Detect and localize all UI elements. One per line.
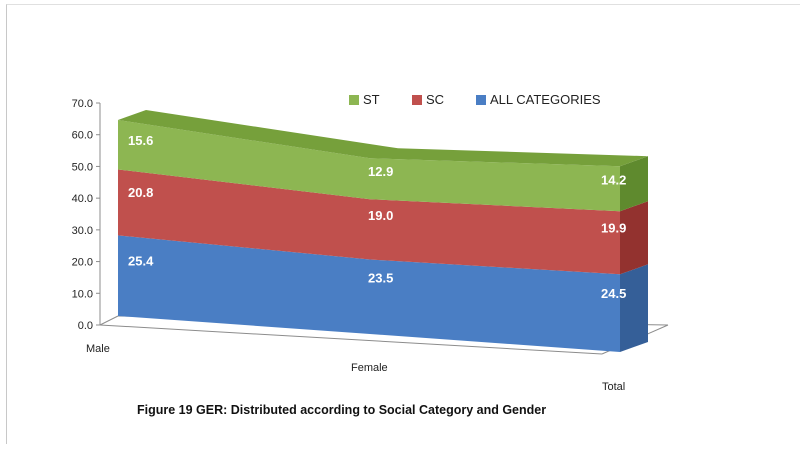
y-tick-label: 30.0 [72, 225, 93, 237]
legend-label: SC [426, 92, 444, 107]
data-label: 14.2 [601, 173, 626, 188]
area-front-sc [118, 169, 620, 275]
x-axis-line [99, 324, 603, 355]
area-side-st [620, 156, 648, 212]
data-label: 24.5 [601, 286, 626, 301]
legend-swatch [476, 95, 486, 105]
legend-label: ALL CATEGORIES [490, 92, 601, 107]
y-tick-label: 60.0 [72, 130, 93, 142]
y-tick-label: 40.0 [72, 193, 93, 205]
legend-swatch [412, 95, 422, 105]
data-label: 20.8 [128, 185, 153, 200]
area-top-st [118, 110, 648, 167]
area-side-all-categories [620, 264, 648, 352]
legend-label: ST [363, 92, 380, 107]
data-label: 15.6 [128, 133, 153, 148]
x-category-label: Male [86, 343, 110, 355]
y-tick-label: 70.0 [72, 98, 93, 110]
data-label: 19.9 [601, 220, 626, 235]
area-side-sc [620, 201, 648, 275]
x-category-label: Female [351, 362, 388, 374]
figure-caption: Figure 19 GER: Distributed according to … [137, 403, 546, 417]
y-tick-label: 50.0 [72, 161, 93, 173]
y-tick-label: 0.0 [78, 320, 93, 332]
data-label: 19.0 [368, 208, 393, 223]
floor-left-edge [99, 315, 119, 326]
data-label: 25.4 [128, 253, 154, 268]
area-front-st [118, 120, 620, 212]
x-category-label: Total [602, 381, 625, 393]
chart-frame [6, 4, 800, 444]
legend-swatch [349, 95, 359, 105]
area-front-all-categories [118, 235, 620, 352]
data-label: 23.5 [368, 270, 393, 285]
chart-legend: ST SC ALL CATEGORIES [349, 92, 601, 107]
y-tick-label: 20.0 [72, 257, 93, 269]
data-label: 12.9 [368, 164, 393, 179]
chart-areas [118, 110, 648, 352]
y-tick-label: 10.0 [72, 288, 93, 300]
chart-data-labels: 25.4 23.5 24.5 20.8 19.0 19.9 15.6 12.9 14.2 [128, 133, 626, 301]
